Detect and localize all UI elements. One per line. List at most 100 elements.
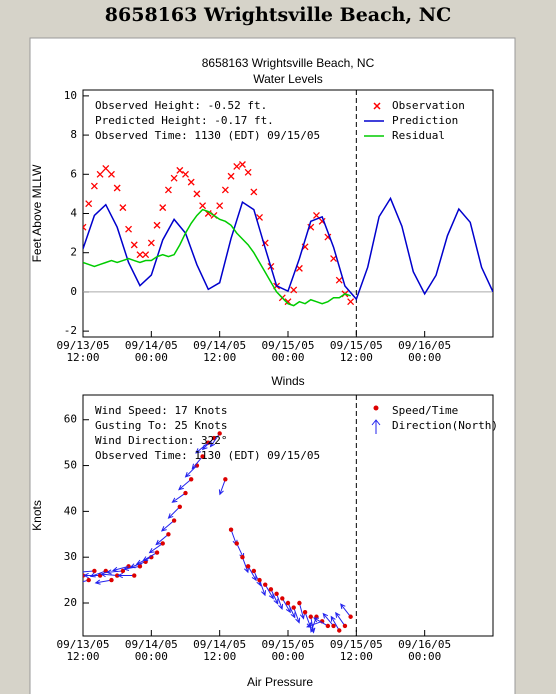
x-tick-label: 09/14/05 12:00	[193, 638, 247, 663]
section-title: Air Pressure	[247, 675, 313, 689]
observation-marker	[83, 223, 87, 231]
y-tick-label: -2	[64, 324, 77, 337]
x-tick-label: 09/15/05 00:00	[261, 638, 315, 663]
direction-arrow	[264, 584, 274, 600]
speed-dot	[126, 564, 131, 569]
annotation: Gusting To: 25 Knots	[95, 419, 227, 432]
speed-dot	[132, 573, 137, 578]
direction-arrow	[322, 612, 334, 627]
observation-marker	[182, 170, 189, 178]
direction-arrow	[306, 620, 323, 628]
speed-dot	[268, 587, 274, 592]
speed-dot	[188, 477, 194, 482]
legend-label: Speed/Time	[392, 404, 458, 417]
chart-title: 8658163 Wrightsville Beach, NC	[202, 56, 375, 70]
observation-marker	[244, 168, 252, 176]
speed-dot	[109, 577, 114, 583]
annotation: Observed Time: 1130 (EDT) 09/15/05	[95, 449, 320, 462]
observation-marker	[233, 162, 241, 170]
speed-dot	[342, 623, 348, 629]
x-tick-label: 09/14/05 00:00	[124, 638, 178, 663]
observation-marker	[227, 172, 235, 180]
direction-arrow	[330, 615, 340, 631]
observation-marker	[221, 186, 229, 194]
annotation: Predicted Height: -0.17 ft.	[95, 114, 274, 127]
legend-marker	[371, 419, 381, 434]
observation-marker	[187, 178, 195, 186]
speed-dot	[234, 541, 239, 546]
observation-marker	[90, 182, 98, 190]
y-tick-label: 30	[64, 550, 77, 563]
legend-marker	[373, 102, 381, 110]
speed-dot	[240, 554, 245, 560]
legend-marker	[373, 405, 379, 411]
direction-arrow	[155, 533, 169, 546]
speed-dot	[348, 614, 353, 619]
observation-marker	[85, 200, 93, 208]
direction-arrow	[259, 579, 267, 597]
x-tick-label: 09/15/05 12:00	[329, 638, 383, 663]
observation-marker	[108, 170, 115, 178]
speed-dot	[86, 577, 91, 583]
x-tick-label: 09/13/05 12:00	[56, 339, 110, 364]
observation-marker	[113, 184, 121, 192]
speed-dot	[274, 591, 279, 597]
annotation: Observed Height: -0.52 ft.	[95, 99, 267, 112]
y-tick-label: 20	[64, 596, 77, 609]
observation-marker	[216, 202, 224, 210]
plot-area	[83, 161, 493, 307]
x-tick-label: 09/14/05 12:00	[193, 339, 247, 364]
observation-marker	[193, 190, 201, 198]
direction-arrow	[100, 571, 118, 578]
observation-marker	[238, 161, 246, 168]
legend-label: Residual	[392, 129, 445, 142]
direction-arrow	[142, 552, 158, 562]
legend-label: Observation	[392, 99, 465, 112]
annotation: Wind Direction: 322°	[95, 434, 227, 447]
direction-arrow	[160, 520, 175, 532]
speed-dot	[251, 568, 257, 574]
observation-marker	[164, 186, 172, 194]
y-tick-label: 40	[64, 504, 77, 517]
y-tick-label: 6	[70, 167, 77, 180]
direction-arrow	[201, 437, 215, 451]
y-axis-label: Knots	[30, 500, 44, 531]
observation-marker	[125, 225, 133, 233]
y-tick-label: 2	[70, 246, 77, 259]
direction-arrow	[195, 442, 209, 454]
x-tick-label: 09/15/05 12:00	[329, 339, 383, 364]
speed-dot	[211, 435, 217, 441]
x-tick-label: 09/16/05 00:00	[398, 339, 452, 364]
series-line	[83, 208, 351, 307]
direction-arrow	[313, 617, 329, 627]
direction-arrow	[94, 579, 112, 585]
y-tick-label: 0	[70, 285, 77, 298]
direction-arrow	[218, 479, 226, 496]
observation-marker	[313, 212, 320, 219]
speed-dot	[337, 628, 342, 633]
chart-title: Winds	[271, 374, 304, 388]
direction-arrow	[105, 569, 123, 575]
direction-arrow	[241, 557, 249, 574]
direction-arrow	[117, 572, 135, 579]
y-tick-label: 60	[64, 413, 77, 426]
direction-arrow	[171, 492, 186, 503]
direction-arrow	[340, 603, 352, 618]
observation-marker	[176, 166, 184, 174]
speed-dot	[297, 600, 302, 606]
speed-dot	[177, 504, 183, 509]
observation-marker	[102, 164, 110, 172]
legend-label: Direction(North)	[392, 419, 498, 432]
speed-dot	[206, 440, 211, 445]
x-tick-label: 09/14/05 00:00	[124, 339, 178, 364]
plot-area	[83, 431, 353, 634]
speed-dot	[280, 596, 285, 601]
speed-dot	[228, 527, 234, 532]
direction-arrow	[167, 506, 181, 519]
speed-dot	[223, 477, 228, 482]
observation-marker	[256, 213, 263, 221]
observation-marker	[159, 204, 167, 212]
page-title: 8658163 Wrightsville Beach, NC	[104, 4, 452, 26]
direction-arrow	[83, 570, 95, 575]
